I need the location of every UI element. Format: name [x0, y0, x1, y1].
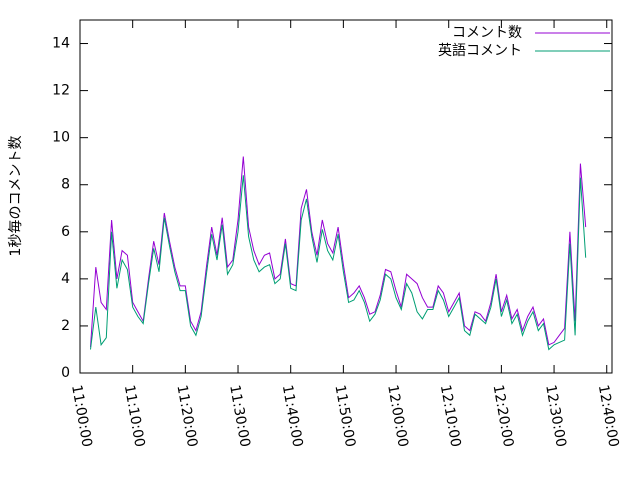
x-tick-label: 11:30:00: [226, 384, 253, 449]
y-tick-label: 10: [52, 130, 70, 146]
series-line: [90, 175, 587, 351]
y-axis-label: 1秒毎のコメント数: [8, 136, 24, 257]
legend-label: 英語コメント: [438, 42, 522, 59]
y-tick-label: 2: [61, 318, 70, 334]
x-tick-label: 11:40:00: [279, 384, 306, 449]
y-tick-label: 12: [52, 83, 70, 99]
series-line: [90, 156, 587, 348]
x-tick-label: 11:20:00: [173, 384, 200, 449]
x-tick-label: 12:30:00: [542, 384, 569, 449]
x-tick-label: 11:00:00: [68, 384, 95, 449]
y-tick-label: 8: [61, 177, 70, 193]
y-tick-label: 0: [61, 365, 70, 381]
y-tick-label: 4: [61, 271, 70, 287]
plot-border: [79, 19, 613, 374]
legend-label: コメント数: [452, 25, 522, 41]
x-tick-label: 12:40:00: [595, 384, 622, 449]
x-tick-label: 12:20:00: [490, 384, 517, 449]
y-tick-label: 14: [52, 36, 70, 52]
x-tick-label: 11:50:00: [331, 384, 358, 449]
x-tick-label: 11:10:00: [121, 384, 148, 449]
x-tick-label: 12:10:00: [437, 384, 464, 449]
x-tick-label: 12:00:00: [384, 384, 411, 449]
y-tick-label: 6: [61, 224, 70, 240]
